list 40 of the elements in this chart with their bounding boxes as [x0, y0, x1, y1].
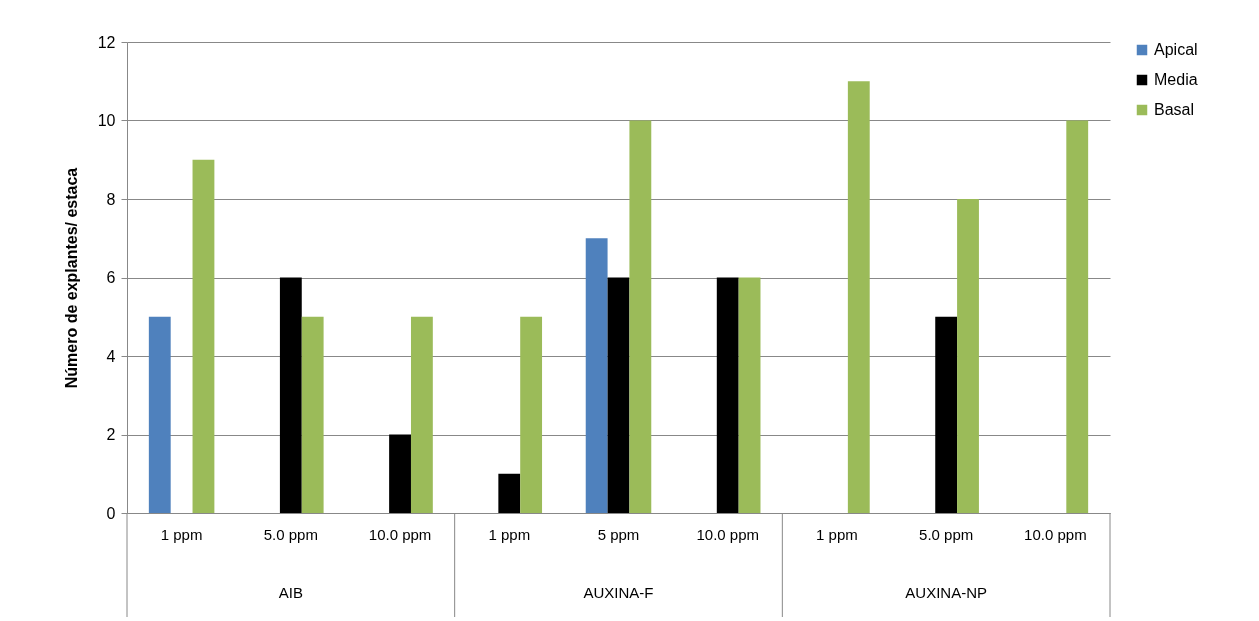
bar: [957, 199, 979, 513]
bar: [738, 277, 761, 513]
text: AUXINA-NP: [905, 584, 988, 601]
bar: [148, 316, 171, 513]
bar: [1066, 120, 1089, 513]
bar: [389, 434, 411, 513]
x-tick-label: 5.0 ppm: [263, 525, 318, 543]
legend-label: Media: [1154, 71, 1198, 88]
x-tick-label: 5.0 ppm: [919, 525, 974, 543]
legend-label: Basal: [1154, 101, 1195, 118]
x-tick-label: 5 ppm: [597, 525, 640, 543]
x-tick-label: 10.0 ppm: [1024, 525, 1087, 543]
bar: [498, 473, 521, 513]
legend-label: Apical: [1154, 41, 1198, 58]
bar: [301, 316, 324, 513]
bar: [410, 316, 433, 513]
x-tick-label: 1 ppm: [816, 525, 858, 543]
text: AIB: [278, 584, 303, 601]
bar: [585, 238, 608, 513]
text: AUXINA-F: [583, 584, 654, 601]
y-tick-label: 8: [106, 190, 116, 208]
bar: [279, 277, 302, 513]
bar: [520, 316, 543, 513]
y-tick-label: 6: [106, 269, 116, 286]
y-tick-label: 4: [106, 347, 116, 365]
y-tick-label: 2: [106, 426, 116, 443]
y-tick-label: 0: [106, 504, 116, 522]
y-tick-label: 10: [97, 112, 116, 129]
bar: [607, 277, 630, 513]
y-tick-label: 12: [97, 33, 116, 51]
x-tick-label: 10.0 ppm: [696, 525, 759, 543]
x-tick-label: 10.0 ppm: [368, 525, 432, 543]
bar: [716, 277, 739, 513]
bar: [847, 81, 870, 513]
bar: [192, 159, 215, 513]
bar: [629, 120, 652, 513]
bar: [935, 316, 958, 513]
y-axis-title: Número de explantes/ estaca: [62, 167, 80, 389]
x-tick-label: 1 ppm: [160, 525, 203, 543]
x-tick-label: 1 ppm: [488, 525, 531, 543]
